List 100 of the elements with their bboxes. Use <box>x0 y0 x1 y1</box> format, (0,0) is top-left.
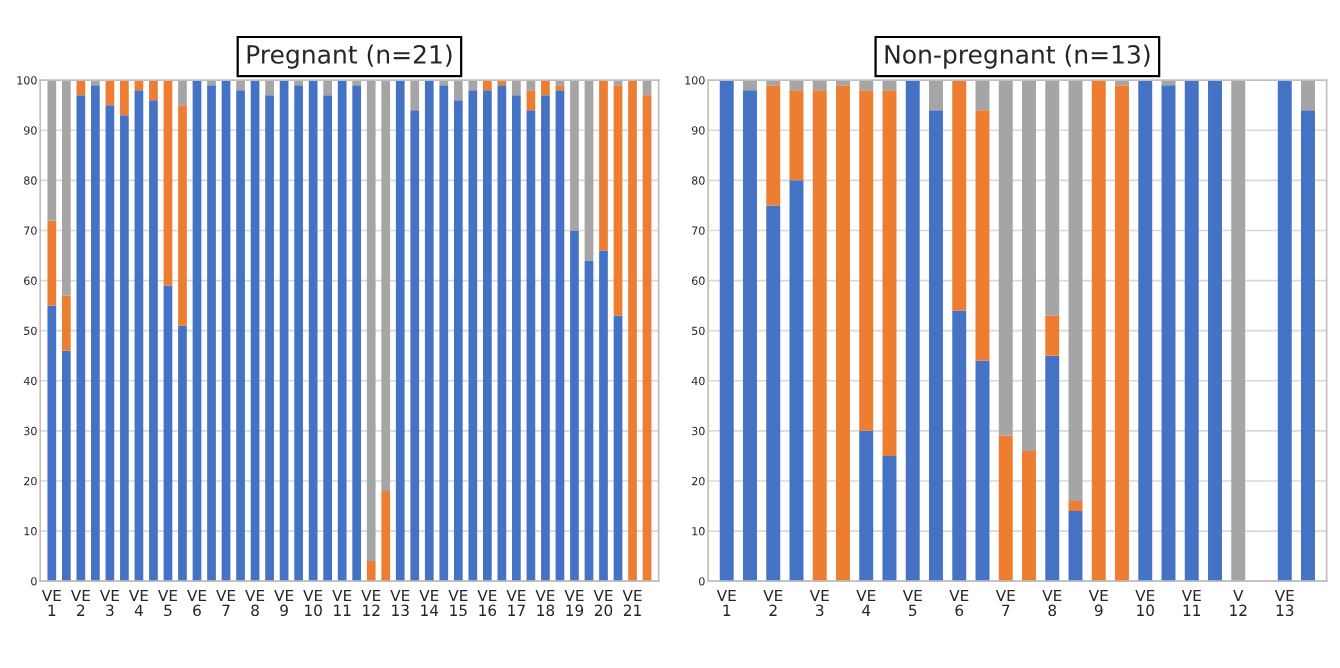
bar <box>859 90 874 431</box>
bar <box>308 80 318 582</box>
bar <box>1277 80 1292 582</box>
bar <box>178 325 187 582</box>
bar <box>1301 110 1315 582</box>
bar <box>1161 85 1176 582</box>
bar <box>149 80 158 101</box>
bar <box>105 105 115 582</box>
bar <box>468 80 478 91</box>
bar <box>178 80 187 106</box>
bar <box>998 80 1013 436</box>
bar <box>1045 315 1060 356</box>
bar <box>512 80 521 96</box>
bar <box>250 80 260 582</box>
bar <box>975 80 990 111</box>
bar <box>584 80 594 261</box>
bar <box>599 250 608 582</box>
bar <box>1138 80 1153 582</box>
bar <box>120 115 129 582</box>
bar <box>789 90 804 181</box>
bar <box>337 80 347 582</box>
bar <box>410 80 420 111</box>
bar <box>952 80 967 311</box>
bar <box>323 80 333 96</box>
bar <box>163 80 173 286</box>
bar <box>1022 450 1036 582</box>
bar <box>395 80 405 582</box>
bar <box>221 80 231 582</box>
bar <box>512 95 521 582</box>
bar <box>628 80 637 582</box>
bar <box>1301 80 1315 111</box>
chart-title: Non-pregnant (n=13) <box>885 44 1150 69</box>
bar <box>91 85 100 582</box>
bar <box>279 80 289 582</box>
bar <box>1045 355 1060 582</box>
bar <box>1231 80 1246 582</box>
bar <box>1184 80 1199 582</box>
bar <box>47 80 57 221</box>
bar <box>1045 80 1060 316</box>
bar <box>1091 80 1106 582</box>
bar <box>410 110 420 582</box>
bar <box>366 561 376 582</box>
bar <box>859 430 874 582</box>
bar <box>526 90 536 111</box>
bar <box>61 350 71 582</box>
bar <box>998 435 1013 582</box>
bar <box>952 310 967 582</box>
bar <box>743 80 757 91</box>
bar <box>134 90 144 582</box>
bar <box>613 85 623 316</box>
bar <box>352 85 362 582</box>
bar <box>265 80 274 96</box>
bar <box>424 80 434 582</box>
bar <box>76 95 86 582</box>
bar <box>766 205 781 582</box>
bar <box>584 260 594 582</box>
bar <box>453 100 463 582</box>
bar <box>483 90 492 582</box>
bar <box>812 80 827 91</box>
bar <box>929 80 943 111</box>
bar <box>1068 80 1083 501</box>
bar <box>1022 80 1036 451</box>
bar <box>366 80 376 562</box>
bar <box>719 80 734 582</box>
bar <box>555 90 565 582</box>
bar <box>163 285 173 582</box>
bar <box>836 85 850 582</box>
bar <box>236 80 245 91</box>
bar <box>975 360 990 582</box>
bar <box>570 80 579 231</box>
bar <box>178 105 187 326</box>
bar <box>47 220 57 306</box>
bar <box>381 80 391 491</box>
bar <box>265 95 274 582</box>
bar <box>468 90 478 582</box>
bar <box>192 80 202 582</box>
bar <box>613 315 623 582</box>
bar <box>789 180 804 582</box>
bar <box>555 85 565 91</box>
bar <box>812 90 827 582</box>
bar <box>743 90 757 582</box>
bar <box>882 90 897 456</box>
bar <box>905 80 920 582</box>
bar <box>61 295 71 351</box>
bar <box>859 80 874 91</box>
bar <box>120 80 129 116</box>
bar <box>1115 85 1129 582</box>
bar <box>381 490 391 582</box>
bar <box>497 85 507 582</box>
bar <box>453 80 463 101</box>
bar <box>1068 511 1083 582</box>
bar <box>599 80 608 251</box>
bar <box>483 80 492 91</box>
bar <box>149 100 158 582</box>
bar <box>882 455 897 582</box>
bar <box>766 85 781 206</box>
bar <box>47 305 57 582</box>
bar <box>541 95 550 582</box>
bar <box>236 90 245 582</box>
bar <box>1068 501 1083 512</box>
